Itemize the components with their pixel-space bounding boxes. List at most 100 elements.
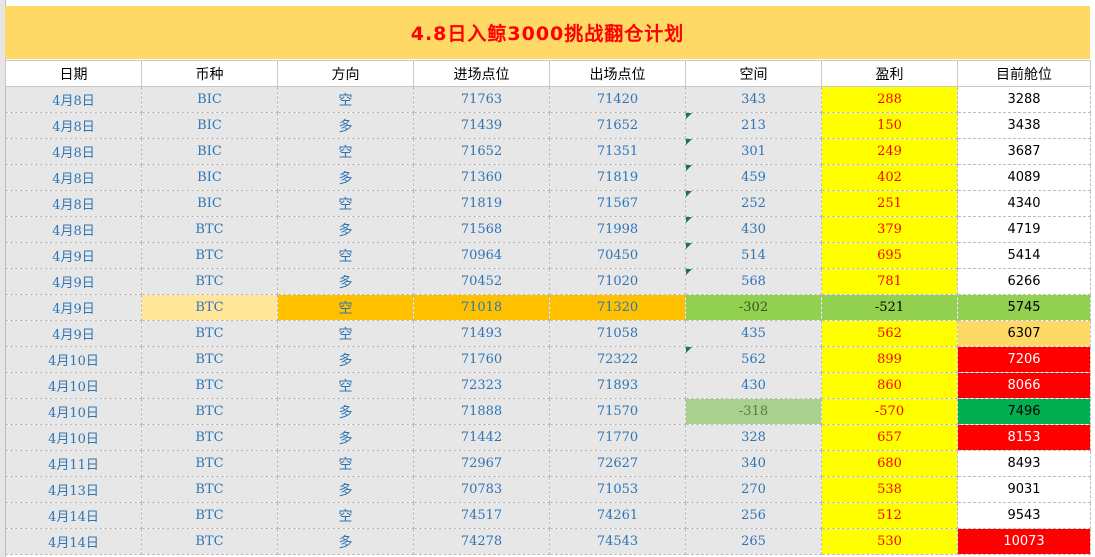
entry-cell[interactable]: 72967 <box>413 450 550 477</box>
position-cell[interactable]: 7496 <box>957 398 1091 425</box>
direction-cell[interactable]: 空 <box>277 86 414 113</box>
profit-cell[interactable]: 379 <box>821 216 958 243</box>
space-cell[interactable]: 568 <box>685 268 822 295</box>
date-cell[interactable]: 4月14日 <box>5 528 142 555</box>
exit-cell[interactable]: 71020 <box>549 268 686 295</box>
position-cell[interactable]: 10073 <box>957 528 1091 555</box>
entry-cell[interactable]: 71018 <box>413 294 550 321</box>
coin-cell[interactable]: BTC <box>141 528 278 555</box>
profit-cell[interactable]: 538 <box>821 476 958 503</box>
coin-cell[interactable]: BTC <box>141 268 278 295</box>
date-cell[interactable]: 4月8日 <box>5 190 142 217</box>
date-cell[interactable]: 4月9日 <box>5 268 142 295</box>
direction-cell[interactable]: 多 <box>277 424 414 451</box>
exit-cell[interactable]: 74261 <box>549 502 686 529</box>
exit-cell[interactable]: 74543 <box>549 528 686 555</box>
entry-cell[interactable]: 74517 <box>413 502 550 529</box>
direction-cell[interactable]: 多 <box>277 346 414 373</box>
position-cell[interactable]: 4719 <box>957 216 1091 243</box>
direction-cell[interactable]: 空 <box>277 320 414 347</box>
exit-cell[interactable]: 71420 <box>549 86 686 113</box>
header-direction[interactable]: 方向 <box>277 60 414 87</box>
coin-cell[interactable]: BTC <box>141 372 278 399</box>
entry-cell[interactable]: 71360 <box>413 164 550 191</box>
entry-cell[interactable]: 71819 <box>413 190 550 217</box>
coin-cell[interactable]: BTC <box>141 346 278 373</box>
entry-cell[interactable]: 70964 <box>413 242 550 269</box>
coin-cell[interactable]: BIC <box>141 112 278 139</box>
space-cell[interactable]: 270 <box>685 476 822 503</box>
profit-cell[interactable]: 530 <box>821 528 958 555</box>
coin-cell[interactable]: BIC <box>141 86 278 113</box>
space-cell[interactable]: 252 <box>685 190 822 217</box>
coin-cell[interactable]: BTC <box>141 242 278 269</box>
header-date[interactable]: 日期 <box>5 60 142 87</box>
date-cell[interactable]: 4月9日 <box>5 242 142 269</box>
coin-cell[interactable]: BTC <box>141 502 278 529</box>
date-cell[interactable]: 4月10日 <box>5 424 142 451</box>
header-entry[interactable]: 进场点位 <box>413 60 550 87</box>
space-cell[interactable]: -318 <box>685 398 822 425</box>
direction-cell[interactable]: 空 <box>277 502 414 529</box>
profit-cell[interactable]: 249 <box>821 138 958 165</box>
direction-cell[interactable]: 多 <box>277 164 414 191</box>
position-cell[interactable]: 4340 <box>957 190 1091 217</box>
coin-cell[interactable]: BTC <box>141 476 278 503</box>
space-cell[interactable]: 514 <box>685 242 822 269</box>
entry-cell[interactable]: 70452 <box>413 268 550 295</box>
coin-cell[interactable]: BTC <box>141 424 278 451</box>
date-cell[interactable]: 4月8日 <box>5 138 142 165</box>
date-cell[interactable]: 4月10日 <box>5 372 142 399</box>
entry-cell[interactable]: 71888 <box>413 398 550 425</box>
profit-cell[interactable]: 860 <box>821 372 958 399</box>
date-cell[interactable]: 4月8日 <box>5 86 142 113</box>
space-cell[interactable]: 430 <box>685 372 822 399</box>
sheet-title[interactable]: 4.8日入鲸3000挑战翻仓计划 <box>5 6 1090 59</box>
date-cell[interactable]: 4月13日 <box>5 476 142 503</box>
date-cell[interactable]: 4月10日 <box>5 346 142 373</box>
space-cell[interactable]: 328 <box>685 424 822 451</box>
profit-cell[interactable]: -570 <box>821 398 958 425</box>
exit-cell[interactable]: 71053 <box>549 476 686 503</box>
entry-cell[interactable]: 71763 <box>413 86 550 113</box>
date-cell[interactable]: 4月14日 <box>5 502 142 529</box>
exit-cell[interactable]: 72322 <box>549 346 686 373</box>
entry-cell[interactable]: 71439 <box>413 112 550 139</box>
space-cell[interactable]: 340 <box>685 450 822 477</box>
entry-cell[interactable]: 70783 <box>413 476 550 503</box>
direction-cell[interactable]: 多 <box>277 268 414 295</box>
profit-cell[interactable]: 512 <box>821 502 958 529</box>
exit-cell[interactable]: 70450 <box>549 242 686 269</box>
space-cell[interactable]: 430 <box>685 216 822 243</box>
position-cell[interactable]: 9543 <box>957 502 1091 529</box>
date-cell[interactable]: 4月8日 <box>5 112 142 139</box>
position-cell[interactable]: 6266 <box>957 268 1091 295</box>
exit-cell[interactable]: 71058 <box>549 320 686 347</box>
entry-cell[interactable]: 71568 <box>413 216 550 243</box>
entry-cell[interactable]: 74278 <box>413 528 550 555</box>
space-cell[interactable]: 343 <box>685 86 822 113</box>
position-cell[interactable]: 5745 <box>957 294 1091 321</box>
date-cell[interactable]: 4月8日 <box>5 216 142 243</box>
space-cell[interactable]: 562 <box>685 346 822 373</box>
space-cell[interactable]: 213 <box>685 112 822 139</box>
exit-cell[interactable]: 72627 <box>549 450 686 477</box>
position-cell[interactable]: 8066 <box>957 372 1091 399</box>
position-cell[interactable]: 3687 <box>957 138 1091 165</box>
header-space[interactable]: 空间 <box>685 60 822 87</box>
position-cell[interactable]: 8153 <box>957 424 1091 451</box>
entry-cell[interactable]: 71760 <box>413 346 550 373</box>
exit-cell[interactable]: 71320 <box>549 294 686 321</box>
direction-cell[interactable]: 空 <box>277 242 414 269</box>
space-cell[interactable]: 265 <box>685 528 822 555</box>
date-cell[interactable]: 4月9日 <box>5 320 142 347</box>
position-cell[interactable]: 9031 <box>957 476 1091 503</box>
profit-cell[interactable]: 680 <box>821 450 958 477</box>
profit-cell[interactable]: 562 <box>821 320 958 347</box>
coin-cell[interactable]: BTC <box>141 320 278 347</box>
coin-cell[interactable]: BTC <box>141 294 278 321</box>
coin-cell[interactable]: BTC <box>141 450 278 477</box>
profit-cell[interactable]: 402 <box>821 164 958 191</box>
position-cell[interactable]: 7206 <box>957 346 1091 373</box>
direction-cell[interactable]: 空 <box>277 138 414 165</box>
